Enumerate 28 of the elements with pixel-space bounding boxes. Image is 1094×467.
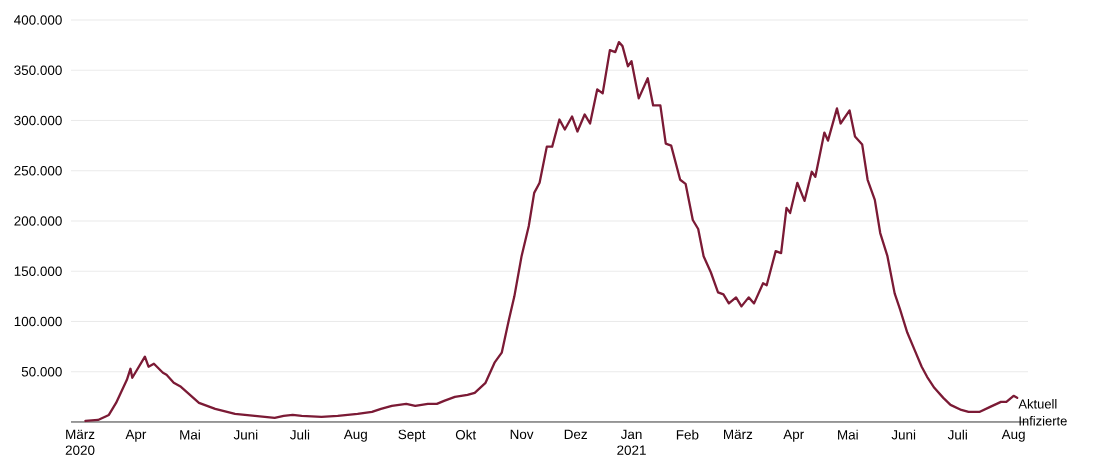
line-series: [84, 40, 1019, 423]
y-tick-label: 150.000: [14, 266, 62, 276]
x-tick-label: Juli: [947, 429, 967, 440]
x-tick-label: Mai: [180, 429, 200, 440]
x-tick-label: Juni: [233, 429, 258, 440]
x-tick-label: Nov: [510, 429, 534, 440]
y-tick-label: 250.000: [14, 165, 62, 176]
x-tick-label: Mai: [838, 429, 858, 440]
y-tick-label: 350.000: [14, 65, 62, 75]
x-tick-label: Feb: [676, 429, 699, 440]
x-tick-label: Okt: [455, 429, 477, 440]
x-tick-label: Juni: [891, 429, 916, 440]
x-tick-label: Apr: [125, 429, 147, 442]
x-tick-label: Dez: [564, 429, 587, 440]
x-tick-label: Juli: [290, 429, 310, 440]
series-label: Aktuell Infizierte: [1018, 399, 1067, 426]
y-tick-label: 100.000: [14, 316, 62, 327]
x-tick-label: Aug: [343, 429, 367, 442]
x-tick-label: März: [724, 429, 753, 440]
y-tick-label: 400.000: [14, 15, 62, 25]
y-tick-label: 300.000: [14, 115, 62, 126]
x-tick-label: März 2020: [65, 429, 95, 455]
x-tick-label: Jan 2021: [617, 429, 646, 455]
y-tick-label: 50.000: [21, 366, 62, 377]
x-tick-label: Aug: [1001, 429, 1025, 442]
x-tick-label: Sept: [398, 429, 426, 442]
y-tick-label: 200.000: [14, 216, 62, 226]
x-tick-label: Apr: [783, 429, 804, 442]
